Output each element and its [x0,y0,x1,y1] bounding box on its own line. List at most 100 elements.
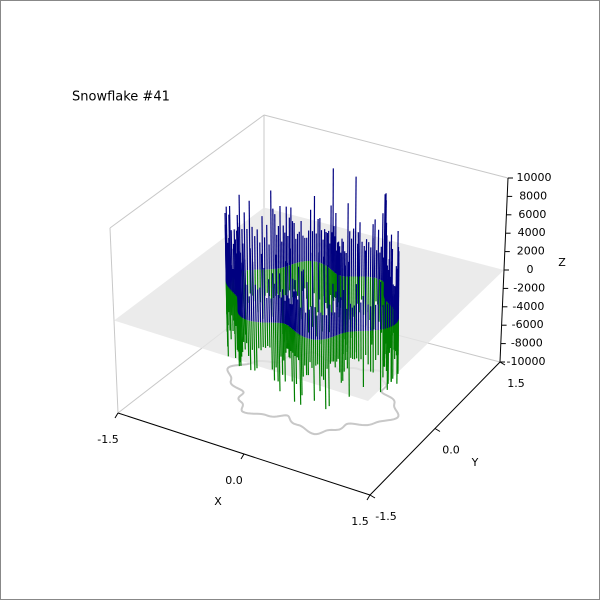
spike [327,265,330,339]
x-axis-label: X [214,495,222,508]
spike [299,334,302,405]
y-tick [434,428,441,432]
spike [276,322,279,382]
spike [301,271,304,337]
spike [302,336,304,377]
spike [268,279,271,323]
z-tick-label: 10000 [517,171,552,184]
spike [233,293,237,358]
spike [227,242,230,289]
spike [257,322,260,349]
spike [249,248,253,322]
spike [282,323,285,361]
spike [270,190,272,270]
spike [297,266,301,335]
spike [312,339,315,401]
z-tick-label: -10000 [507,355,546,368]
z-tick-label: -8000 [511,337,543,350]
y-tick-label: 0.0 [442,444,460,457]
spike [247,320,250,357]
spike [241,262,244,319]
spike [322,339,325,380]
spike [257,289,259,323]
spike [239,269,242,317]
spike [385,235,388,301]
spike [311,252,315,340]
spike [318,339,321,392]
spike [323,256,326,340]
spike [238,194,241,272]
spike [305,337,308,376]
spike [295,331,298,385]
spike [238,286,240,315]
z-tick-label: -4000 [512,300,544,313]
spike [230,230,233,292]
box-edge [263,114,509,179]
spike [245,319,248,344]
y-tick [369,494,376,499]
x-tick-label: 1.5 [351,515,369,528]
spike [371,277,374,345]
spike [233,229,237,295]
spike [292,278,295,330]
spike [293,291,296,331]
spike [228,214,231,290]
spike [286,262,290,326]
spike [248,296,251,321]
z-tick-label: -2000 [513,281,545,294]
spike [260,253,264,323]
spike [235,253,238,297]
spike [239,315,242,350]
spike [240,316,243,357]
spike [232,292,235,321]
spike [274,283,276,323]
x-tick [240,453,245,460]
spike [248,200,251,270]
z-tick-label: 4000 [518,226,546,239]
spike [253,321,256,371]
spike [281,289,284,324]
spike [327,338,330,407]
spike [263,267,266,323]
x-tick [114,412,119,419]
spike [231,291,234,332]
spike [278,322,281,392]
z-axis-label: Z [558,256,566,269]
spike [259,322,262,351]
spike [246,284,249,321]
spike [292,329,296,402]
spike [302,269,305,338]
spike [332,283,334,337]
spike [252,261,255,322]
spike [378,279,381,322]
box-edge [109,114,265,229]
spike [272,273,275,323]
spike [249,320,252,371]
spike [341,253,344,334]
spike [391,248,394,307]
spike [234,294,237,326]
spike [306,282,309,339]
spike [229,289,232,340]
spike [272,322,276,381]
spike [251,321,253,350]
spike [259,287,262,323]
spike [283,323,286,382]
spike [284,261,288,325]
spike [226,247,229,286]
spike [235,260,237,296]
z-tick-label: -6000 [512,318,544,331]
spike [290,328,293,382]
spike [294,280,297,332]
x-tick-label: 0.0 [225,474,243,487]
z-tick-label: 6000 [518,208,546,221]
spike [373,277,376,330]
spike [381,213,384,281]
spike [242,243,246,319]
x-tick-label: -1.5 [97,433,118,446]
spike [228,205,232,275]
spike [254,284,257,322]
spike [227,242,230,288]
spike [380,280,383,333]
